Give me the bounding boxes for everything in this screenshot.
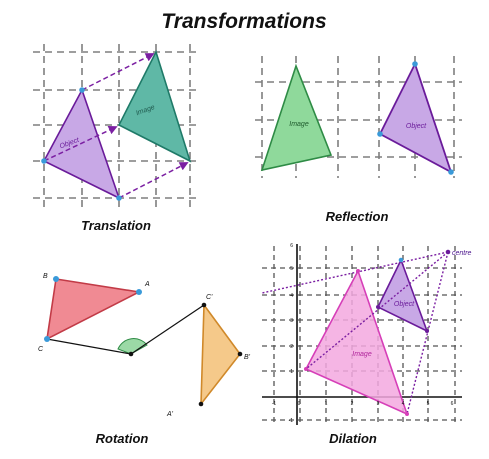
dilation-image-label: Image <box>352 351 372 358</box>
rotation-panel: B A C C' B' A' Rotation <box>38 273 251 446</box>
translation-vector-left <box>43 126 118 162</box>
translation-vertex <box>41 158 47 164</box>
rotation-label-c: C <box>38 346 44 353</box>
reflection-vertex <box>377 131 383 137</box>
y-tick-label: -1 <box>289 418 294 424</box>
rotation-arm-c-prime <box>130 304 205 355</box>
dilation-object-triangle <box>376 257 429 333</box>
dilation-image-triangle <box>304 268 409 416</box>
rotation-vertex-b <box>53 276 59 282</box>
x-tick-label: -1 <box>272 401 277 407</box>
x-tick-label: 4 <box>402 401 405 407</box>
rotation-arm-c <box>46 338 132 355</box>
dilation-x-tick-labels: -1 0 1 2 3 4 5 6 <box>272 401 454 407</box>
translation-vector-bottom <box>118 162 189 199</box>
reflection-image-label: Image <box>289 121 309 128</box>
rotation-vertex-b-prime <box>237 351 243 357</box>
rotation-vertex-a-prime <box>198 401 204 407</box>
translation-panel: Object Image Translation <box>33 44 200 233</box>
dilation-centre-point <box>445 249 451 255</box>
x-tick-label: 6 <box>451 401 454 407</box>
dilation-grid <box>262 246 462 424</box>
dilation-vertex <box>405 412 409 416</box>
rotation-image-triangle <box>200 302 242 407</box>
rotation-label-a: A <box>144 281 150 288</box>
dilation-panel: centre Object Image -1 0 1 2 3 4 5 6 6 5… <box>261 243 472 446</box>
dilation-vertex <box>398 257 404 263</box>
reflection-vertex <box>412 61 418 67</box>
dilation-y-tick-labels: 6 5 4 3 2 1 -1 <box>289 243 294 424</box>
reflection-image-triangle <box>260 63 333 172</box>
y-tick-label: 4 <box>290 293 293 299</box>
translation-vector-top <box>81 53 155 91</box>
x-tick-label: 1 <box>325 401 328 407</box>
reflection-object-label: Object <box>406 123 427 130</box>
rotation-vertex-c-prime <box>201 302 207 308</box>
y-tick-label: 3 <box>290 318 293 324</box>
rotation-label-c-prime: C' <box>206 294 213 301</box>
x-tick-label: 0 <box>298 401 301 407</box>
rotation-label-b: B <box>43 273 48 280</box>
dilation-vertex <box>304 367 308 371</box>
rotation-label-a-prime: A' <box>166 411 174 418</box>
y-tick-label: 1 <box>290 369 293 375</box>
rotation-vertex-c <box>44 336 50 342</box>
dilation-vertex <box>356 269 360 273</box>
rotation-caption: Rotation <box>96 431 149 446</box>
reflection-vertex <box>448 169 454 175</box>
y-tick-label: 2 <box>290 344 293 350</box>
x-tick-label: 2 <box>351 401 354 407</box>
dilation-centre-label: centre <box>452 250 472 257</box>
dilation-vertex <box>425 329 429 333</box>
rotation-centre <box>128 351 134 357</box>
page-title: Transformations <box>161 10 326 33</box>
x-tick-label: 3 <box>377 401 380 407</box>
dilation-vertex <box>376 305 380 309</box>
translation-image-triangle <box>117 49 192 163</box>
translation-caption: Translation <box>81 218 151 233</box>
translation-vertex <box>116 195 122 201</box>
x-tick-label: 5 <box>427 401 430 407</box>
rotation-label-b-prime: B' <box>244 354 251 361</box>
dilation-caption: Dilation <box>329 431 377 446</box>
rotation-vertex-a <box>136 289 142 295</box>
y-tick-label: 6 <box>290 243 293 249</box>
reflection-object-triangle <box>378 61 453 174</box>
reflection-caption: Reflection <box>326 209 389 224</box>
translation-vertex <box>79 87 85 93</box>
y-tick-label: 5 <box>290 266 293 272</box>
rotation-angle-arc <box>117 338 148 355</box>
dilation-ray <box>305 251 449 370</box>
rotation-object-triangle <box>45 278 142 341</box>
reflection-panel: Image Object Reflection <box>255 56 462 224</box>
dilation-object-label: Object <box>394 301 415 308</box>
